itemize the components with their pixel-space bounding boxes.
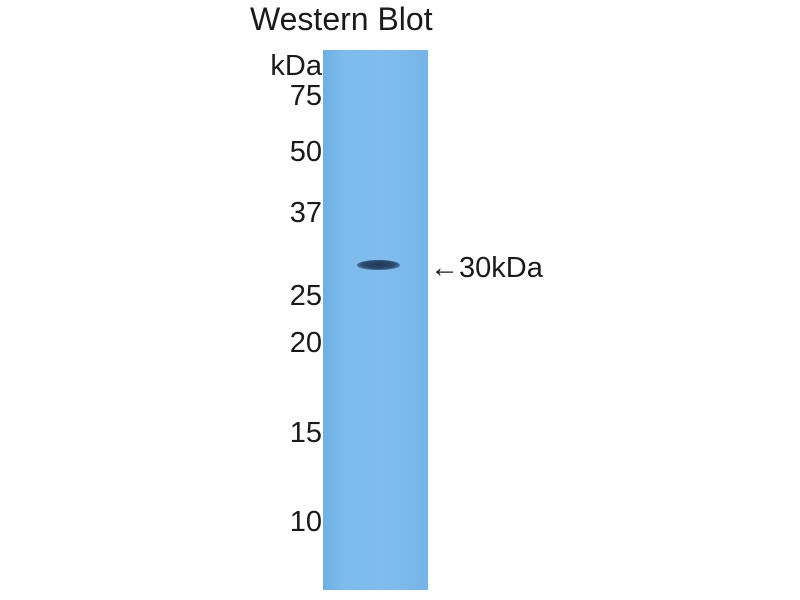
ladder-label-50: 50 xyxy=(289,136,322,168)
band-size-marker: ←30kDa xyxy=(430,252,543,284)
unit-label: kDa xyxy=(270,50,322,82)
ladder-label-10: 10 xyxy=(289,506,322,538)
protein-band xyxy=(357,260,400,270)
ladder-label-75: 75 xyxy=(289,80,322,112)
ladder-label-15: 15 xyxy=(289,417,322,449)
figure-title: Western Blot xyxy=(250,1,433,37)
ladder-label-25: 25 xyxy=(289,280,322,312)
blot-lane xyxy=(323,50,428,590)
ladder-label-37: 37 xyxy=(289,197,322,229)
ladder-label-20: 20 xyxy=(289,327,322,359)
